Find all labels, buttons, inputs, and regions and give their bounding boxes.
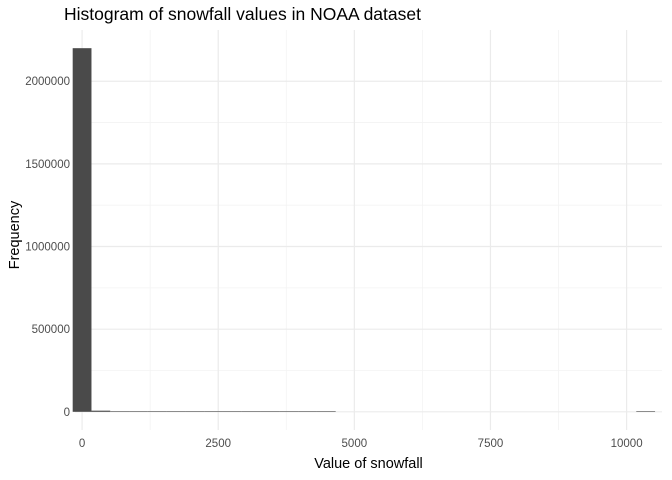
x-tick-label-1: 2500 <box>205 438 231 450</box>
x-tick-label-3: 7500 <box>478 438 504 450</box>
histogram-bar-2 <box>110 411 130 412</box>
histogram-bar-10 <box>260 411 280 412</box>
histogram-bar-13 <box>316 411 336 412</box>
histogram-bar-5 <box>166 411 186 412</box>
chart-title: Histogram of snowfall values in NOAA dat… <box>64 4 421 24</box>
y-tick-label-4: 2000000 <box>25 76 70 88</box>
x-tick-label-0: 0 <box>79 438 85 450</box>
x-tick-label-2: 5000 <box>342 438 368 450</box>
histogram-bar-4 <box>147 411 167 412</box>
x-axis-label: Value of snowfall <box>314 456 423 472</box>
y-tick-label-1: 500000 <box>32 324 70 336</box>
histogram-bar-14 <box>636 411 656 412</box>
histogram-bar-7 <box>204 411 223 412</box>
histogram-bar-0 <box>72 48 92 412</box>
histogram-bar-12 <box>298 411 317 412</box>
y-tick-label-3: 1500000 <box>25 159 70 171</box>
x-tick-label-4: 10000 <box>611 438 643 450</box>
histogram-bar-6 <box>185 411 205 412</box>
histogram-bar-8 <box>222 411 242 412</box>
histogram-bar-9 <box>241 411 261 412</box>
y-tick-label-2: 1000000 <box>25 242 70 254</box>
histogram-bar-3 <box>129 411 148 412</box>
histogram-bar-11 <box>279 411 299 412</box>
y-tick-label-0: 0 <box>64 407 70 419</box>
histogram-bar-1 <box>91 410 111 412</box>
